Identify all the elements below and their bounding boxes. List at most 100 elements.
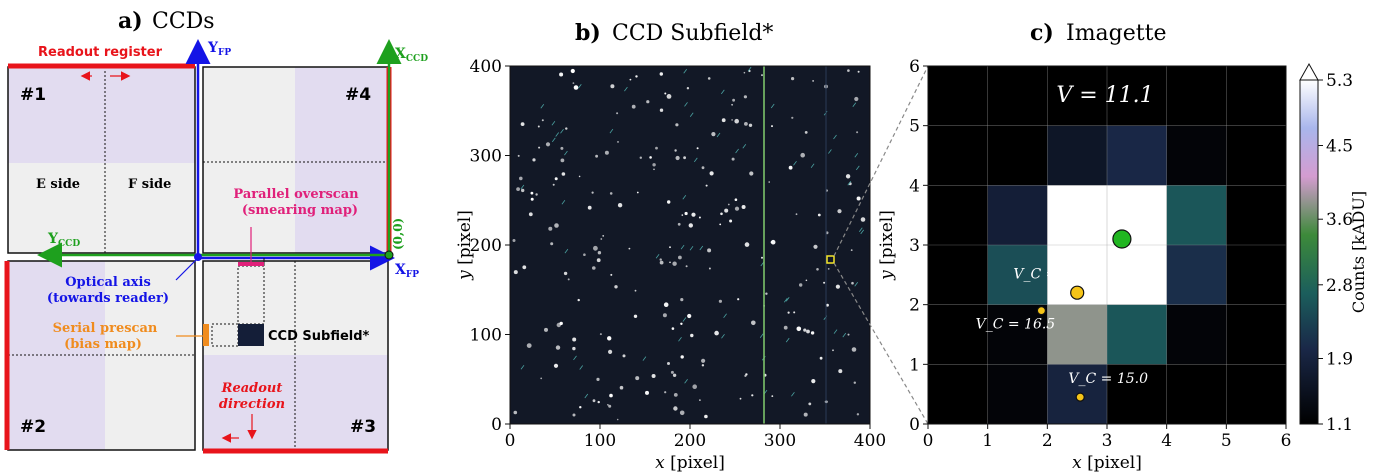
colorbar [1299,79,1319,425]
colorbar-tick-label: 1.9 [1326,350,1353,370]
subfield-streak [793,161,797,166]
subfield-star [826,303,829,307]
panel-a-title: CCDs [152,9,215,34]
subfield-star [701,358,706,363]
ccd-number-4: #4 [345,85,371,105]
subfield-star [679,410,685,416]
heatmap-cell [987,364,1048,425]
star-marker [1112,229,1132,249]
subfield-streak [564,248,569,254]
y-tick-label: 0 [909,415,920,435]
heatmap-cell [1107,66,1168,127]
subfield-star [838,369,843,374]
subfield-star [526,343,532,348]
subfield-star [711,132,716,137]
subfield-star [791,116,794,119]
subfield-star [592,266,596,270]
subfield-star [528,212,533,217]
panel-b-title: CCD Subfield* [612,21,773,46]
heatmap-cell [1047,125,1108,186]
panel-c-label: c) [1030,20,1054,46]
subfield-star [707,248,712,253]
subfield-star [692,384,697,390]
subfield-star [675,155,680,161]
subfield-star [520,122,525,126]
subfield-star [596,258,601,263]
subfield-star [705,184,708,187]
subfield-star [639,156,642,159]
heatmap-cell [987,304,1048,365]
subfield-star [674,149,677,152]
subfield-star [796,326,802,332]
subfield-star [663,302,669,308]
subfield-star [743,71,746,74]
y-tick-label: 5 [909,117,920,137]
imagette-heatmap [928,66,1287,425]
panel-c-title: Imagette [1066,21,1166,46]
subfield-streak [721,333,725,339]
subfield-star [816,268,819,271]
subfield-star [748,123,753,128]
subfield-star [837,209,842,214]
ccd-number-1: #1 [20,85,46,105]
subfield-star [707,77,711,80]
subfield-streak [854,281,859,287]
subfield-star [577,298,580,302]
subfield-star [597,400,600,404]
ccd-subfield-label: CCD Subfield* [268,329,370,344]
subfield-star [516,187,520,192]
parallel-overscan-label-2: (smearing map) [242,203,358,218]
subfield-star [535,193,538,196]
panel-b: b) CCD Subfield* 0 100 200 300 400 0 100 200 300… [455,20,886,473]
subfield-star [563,271,568,276]
ccd-origin-dot [384,250,394,260]
subfield-ylabel: y [pixel] [455,210,475,281]
subfield-star [744,374,747,377]
subfield-star [633,314,638,318]
heatmap-cell [1166,245,1227,306]
heatmap-cell [1226,304,1287,365]
zoom-line-bottom [833,262,929,425]
subfield-streak [810,163,815,168]
subfield-star [559,321,563,326]
subfield-star [681,214,684,216]
subfield-star [653,168,655,171]
subfield-star [708,267,711,270]
subfield-star [691,212,696,217]
subfield-star [751,394,754,397]
subfield-streak [833,134,837,140]
subfield-star [572,346,576,351]
panel-a-label: a) [118,8,143,34]
subfield-star [670,370,674,374]
subfield-streak [689,112,694,118]
magnitude-label: V = 11.1 [1056,83,1153,108]
subfield-streak [847,181,852,186]
heatmap-cell [1226,125,1287,186]
subfield-star [699,399,701,401]
subfield-star [727,203,730,206]
subfield-star [835,284,841,289]
subfield-star [619,385,624,390]
x-tick-label: 200 [674,431,706,451]
subfield-star [805,279,808,282]
subfield-streak [564,150,568,156]
subfield-star [548,226,553,231]
subfield-streak [551,137,556,143]
heatmap-cell [1047,185,1108,246]
subfield-star [544,327,548,332]
colorbar-tick-label: 3.6 [1326,210,1353,230]
subfield-star [579,406,582,409]
subfield-star [635,75,638,78]
subfield-star [597,251,602,255]
subfield-star [672,373,677,377]
subfield-streak [842,332,847,338]
subfield-star [683,156,686,160]
subfield-star [552,183,555,186]
subfield-star [610,273,613,276]
subfield-star [680,355,684,359]
x-tick-label: 0 [505,431,516,451]
subfield-streak [684,379,688,384]
subfield-star [517,154,520,157]
xccd-label: XCCD [395,46,428,64]
subfield-streak [833,329,838,334]
